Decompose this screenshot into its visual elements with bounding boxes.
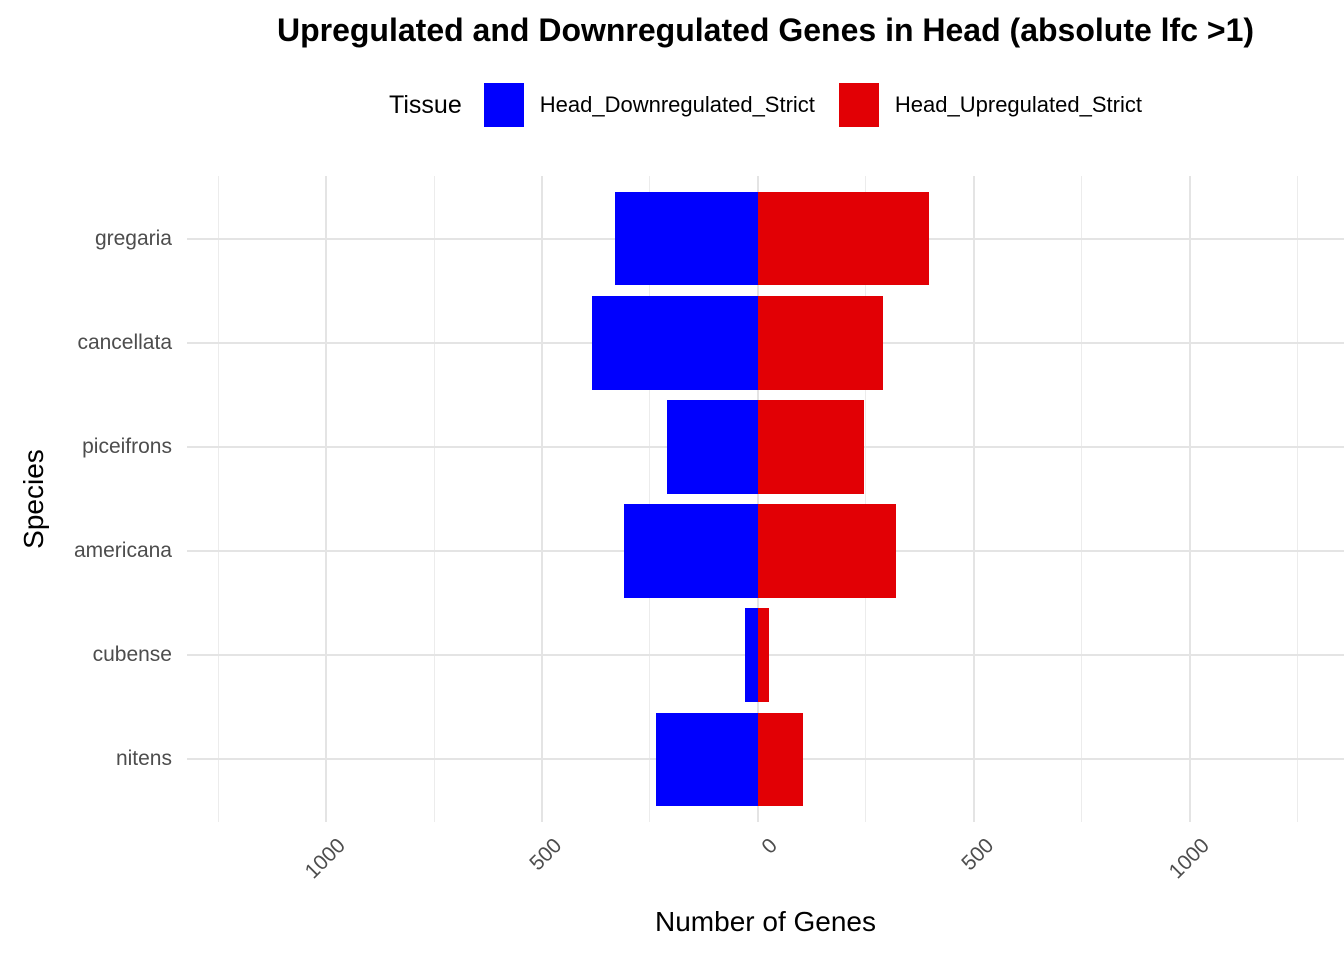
y-tick-label-cancellata: cancellata [77, 330, 172, 354]
legend-swatch-downregulated-icon [483, 83, 524, 127]
plot-panel [187, 176, 1344, 822]
x-tick-label: 0 [757, 834, 783, 859]
bar-downregulated-piceifrons [667, 400, 758, 494]
legend-title: Tissue [389, 90, 462, 119]
gridline-minor [1297, 176, 1299, 822]
x-tick-label: 500 [957, 834, 999, 876]
legend-swatch-upregulated-icon [838, 83, 879, 127]
bar-downregulated-nitens [656, 712, 758, 807]
gridline-major [541, 176, 543, 822]
bar-downregulated-cubense [744, 608, 758, 703]
bar-upregulated-nitens [757, 712, 804, 807]
legend-label-downregulated: Head_Downregulated_Strict [539, 92, 815, 117]
bar-downregulated-gregaria [615, 191, 758, 286]
legend-item-upregulated: Head_Upregulated_Strict [838, 83, 1142, 127]
y-tick-label-cubense: cubense [92, 643, 172, 667]
y-tick-label-piceifrons: piceifrons [82, 434, 172, 458]
x-axis-title: Number of Genes [655, 906, 876, 937]
gridline-major [1188, 176, 1191, 822]
y-tick-label-gregaria: gregaria [94, 226, 172, 250]
legend: Tissue Head_Downregulated_Strict Head_Up… [187, 80, 1344, 130]
x-tick-label: 1000 [301, 834, 351, 884]
gridline-minor [649, 176, 651, 822]
bar-downregulated-americana [624, 504, 758, 598]
chart-title: Upregulated and Downregulated Genes in H… [276, 12, 1255, 48]
legend-label-upregulated: Head_Upregulated_Strict [894, 92, 1142, 117]
gridline-minor [217, 176, 219, 822]
y-tick-label-americana: americana [73, 539, 172, 563]
legend-item-downregulated: Head_Downregulated_Strict [483, 83, 815, 127]
gridline-minor [1081, 176, 1083, 822]
bar-upregulated-cancellata [757, 295, 884, 390]
gridline-minor [433, 176, 435, 822]
gridline-major [756, 176, 759, 822]
x-tick-label: 1000 [1164, 834, 1215, 884]
bar-upregulated-gregaria [757, 191, 929, 286]
gridline-major [972, 176, 975, 822]
bar-downregulated-cancellata [591, 295, 758, 390]
bar-upregulated-piceifrons [757, 400, 864, 494]
gridline-major [325, 176, 328, 822]
y-tick-label-nitens: nitens [115, 747, 172, 771]
gridline-minor [865, 176, 867, 822]
bar-upregulated-americana [757, 504, 897, 598]
bar-upregulated-cubense [757, 608, 769, 703]
x-tick-label: 500 [525, 834, 567, 876]
